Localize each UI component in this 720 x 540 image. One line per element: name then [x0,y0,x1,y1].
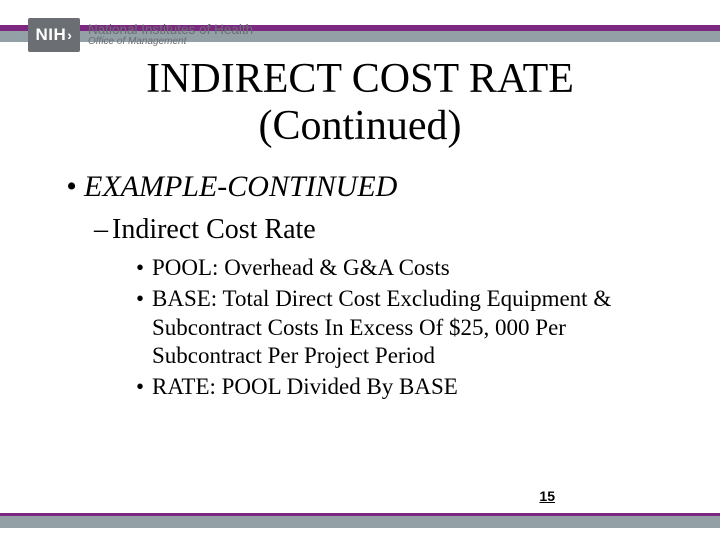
title-line1: INDIRECT COST RATE [0,56,720,103]
nih-logo-sub: Office of Management [88,37,253,47]
nih-logo: NIH› National Institutes of Health Offic… [28,18,253,52]
slide: NIH› National Institutes of Health Offic… [0,0,720,540]
nih-logo-abbrev: NIH [36,25,67,45]
level3-item: POOL: Overhead & G&A Costs [136,254,660,283]
level2-text: Indirect Cost Rate [112,214,316,245]
nih-logo-main: National Institutes of Health [88,23,253,37]
bullet-level2: –Indirect Cost Rate [94,214,660,246]
page-number: 15 [539,488,555,504]
level3-item: RATE: POOL Divided By BASE [136,373,660,402]
slide-body: •EXAMPLE-CONTINUED –Indirect Cost Rate P… [66,170,660,404]
slide-title: INDIRECT COST RATE (Continued) [0,56,720,150]
chevron-right-icon: › [67,27,72,43]
nih-logo-block: NIH› [28,18,80,52]
level1-text: EXAMPLE-CONTINUED [84,170,397,203]
bullet-level3-list: POOL: Overhead & G&A Costs BASE: Total D… [136,254,660,402]
level3-item: BASE: Total Direct Cost Excluding Equipm… [136,285,660,371]
nih-logo-text: National Institutes of Health Office of … [88,23,253,47]
bottom-band-gray [0,516,720,528]
title-line2: (Continued) [0,103,720,150]
bullet-level1: •EXAMPLE-CONTINUED [66,170,660,204]
